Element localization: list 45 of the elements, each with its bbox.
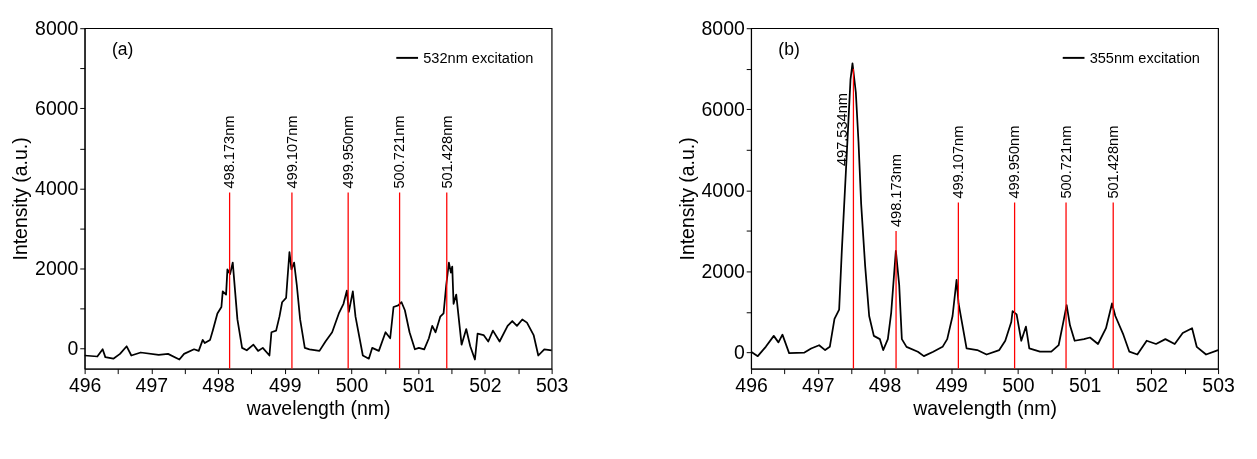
y-axis-title: Intensity (a.u.)	[9, 137, 32, 261]
annotation: 498.173nm	[221, 115, 238, 189]
x-tick-label: 499	[935, 373, 968, 396]
annotation: 499.107nm	[950, 125, 967, 199]
x-tick-label: 500	[1002, 373, 1035, 396]
annotation: 499.107nm	[283, 115, 300, 189]
x-tick-label: 501	[1068, 373, 1102, 396]
y-tick-label: 4000	[701, 178, 745, 201]
y-axis-title: Intensity (a.u.)	[675, 137, 698, 261]
y-tick-label: 6000	[701, 97, 745, 120]
x-tick-label: 503	[1202, 373, 1235, 396]
x-tick-label: 500	[335, 373, 369, 396]
legend-label: 532nm excitation	[423, 49, 534, 66]
x-tick-label: 496	[68, 373, 102, 396]
annotation: 501.428nm	[1105, 125, 1122, 199]
x-tick-label: 497	[802, 373, 835, 396]
annotation: 497.534nm	[833, 93, 850, 167]
x-tick-label: 498	[202, 373, 235, 396]
legend-label: 355nm excitation	[1089, 49, 1200, 66]
x-axis-title: wavelength (nm)	[245, 396, 391, 419]
annotation: (a)	[111, 39, 134, 60]
x-tick-label: 498	[868, 373, 902, 396]
annotation: 498.173nm	[887, 154, 904, 227]
y-tick-label: 6000	[35, 96, 79, 119]
annotation: 499.950nm	[1006, 125, 1023, 199]
annotation: 500.721nm	[1057, 125, 1074, 199]
y-tick-label: 4000	[35, 176, 79, 199]
y-tick-label: 0	[67, 337, 79, 360]
y-tick-label: 0	[733, 340, 745, 363]
x-tick-label: 497	[135, 373, 169, 396]
x-tick-label: 496	[735, 373, 768, 396]
x-tick-label: 502	[1135, 373, 1169, 396]
y-tick-label: 2000	[35, 256, 79, 279]
x-tick-label: 499	[269, 373, 302, 396]
x-tick-label: 501	[402, 373, 435, 396]
y-tick-label: 8000	[35, 16, 79, 39]
annotation: (b)	[778, 39, 800, 60]
x-tick-label: 502	[469, 373, 502, 396]
y-tick-label: 2000	[701, 259, 745, 282]
annotation: 500.721nm	[391, 115, 408, 189]
annotation: 501.428nm	[438, 115, 455, 189]
x-tick-label: 503	[535, 373, 569, 396]
annotation: 499.950nm	[340, 115, 357, 189]
y-tick-label: 8000	[701, 16, 745, 39]
x-axis-title: wavelength (nm)	[912, 396, 1057, 419]
